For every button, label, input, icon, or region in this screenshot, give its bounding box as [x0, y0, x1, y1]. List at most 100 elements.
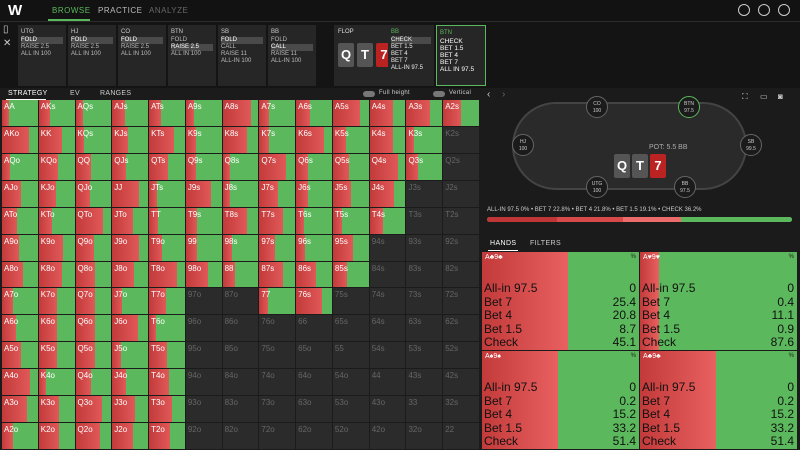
- range-cell[interactable]: 84o: [222, 369, 259, 396]
- node-option[interactable]: FOLD: [121, 37, 163, 44]
- range-cell[interactable]: A8s: [222, 100, 259, 126]
- range-cell[interactable]: 95o: [185, 342, 222, 369]
- range-cell[interactable]: A5o: [2, 342, 38, 369]
- range-cell[interactable]: Q9s: [185, 153, 222, 180]
- node-option[interactable]: ALL IN 97.5: [440, 66, 475, 73]
- range-cell[interactable]: 92o: [185, 423, 222, 449]
- range-cell[interactable]: 97o: [185, 288, 222, 315]
- range-cell[interactable]: 75s: [332, 288, 369, 315]
- range-cell[interactable]: JJ: [112, 180, 149, 207]
- range-cell[interactable]: 76s: [296, 288, 332, 315]
- hand-card[interactable]: A♥9♥% All-in 97.5 0 Bet 7 0.4 Bet 4 11.1 Bet 1.…: [640, 252, 797, 350]
- range-cell[interactable]: J4o: [112, 369, 149, 396]
- range-cell[interactable]: K7s: [259, 126, 296, 153]
- range-cell[interactable]: 44: [369, 369, 406, 396]
- range-cell[interactable]: T6o: [149, 315, 185, 342]
- range-cell[interactable]: KJs: [112, 126, 149, 153]
- range-cell[interactable]: KK: [38, 126, 75, 153]
- range-cell[interactable]: 74s: [369, 288, 406, 315]
- range-cell[interactable]: T6s: [296, 207, 332, 234]
- range-cell[interactable]: K2s: [443, 126, 479, 153]
- range-cell[interactable]: KQs: [75, 126, 112, 153]
- help-icon[interactable]: [758, 4, 770, 16]
- range-cell[interactable]: 65o: [296, 342, 332, 369]
- node-option[interactable]: ALL IN 100: [71, 51, 101, 57]
- range-cell[interactable]: T2o: [149, 423, 185, 449]
- range-cell[interactable]: T4s: [369, 207, 406, 234]
- range-cell[interactable]: A2s: [443, 100, 479, 126]
- range-cell[interactable]: A8o: [2, 261, 38, 288]
- range-cell[interactable]: T3o: [149, 396, 185, 423]
- nav-tab-analyze[interactable]: ANALYZE: [149, 6, 189, 15]
- node-option[interactable]: RAISE 2.5: [71, 44, 100, 50]
- full-height-toggle[interactable]: [363, 91, 375, 97]
- range-cell[interactable]: J9s: [185, 180, 222, 207]
- node-option[interactable]: RAISE 11: [271, 51, 297, 57]
- range-cell[interactable]: 66: [296, 315, 332, 342]
- nav-tab-browse[interactable]: BROWSE: [52, 6, 91, 15]
- range-cell[interactable]: J2o: [112, 423, 149, 449]
- range-cell[interactable]: 94o: [185, 369, 222, 396]
- range-cell[interactable]: 42o: [369, 423, 406, 449]
- range-cell[interactable]: ATo: [2, 207, 38, 234]
- range-cell[interactable]: 87o: [222, 288, 259, 315]
- node-option[interactable]: RAISE 11: [221, 51, 247, 57]
- expand-icon[interactable]: ⛶: [742, 92, 748, 101]
- node-option[interactable]: BET 1.5: [440, 45, 464, 52]
- range-cell[interactable]: T7s: [259, 207, 296, 234]
- range-cell[interactable]: Q9o: [75, 234, 112, 261]
- range-cell[interactable]: 83o: [222, 396, 259, 423]
- tab-ev[interactable]: EV: [70, 90, 80, 97]
- range-cell[interactable]: T8s: [222, 207, 259, 234]
- range-cell[interactable]: Q5s: [332, 153, 369, 180]
- node-option[interactable]: BET 1.5: [391, 44, 413, 50]
- range-cell[interactable]: 62o: [296, 423, 332, 449]
- range-cell[interactable]: A3s: [406, 100, 443, 126]
- range-cell[interactable]: A9o: [2, 234, 38, 261]
- node-option[interactable]: BET 7: [440, 59, 458, 66]
- range-cell[interactable]: AKs: [38, 100, 75, 126]
- range-cell[interactable]: AJs: [112, 100, 149, 126]
- node-option[interactable]: ALL IN 100: [121, 51, 151, 57]
- tab-ranges[interactable]: RANGES: [100, 90, 132, 97]
- range-cell[interactable]: KQo: [38, 153, 75, 180]
- node-option[interactable]: BET 4: [440, 52, 458, 59]
- range-cell[interactable]: K4o: [38, 369, 75, 396]
- range-cell[interactable]: J7o: [112, 288, 149, 315]
- range-cell[interactable]: 52o: [332, 423, 369, 449]
- range-cell[interactable]: K3s: [406, 126, 443, 153]
- range-cell[interactable]: A4o: [2, 369, 38, 396]
- range-cell[interactable]: Q8s: [222, 153, 259, 180]
- range-cell[interactable]: K4s: [369, 126, 406, 153]
- hand-card[interactable]: A♠9♠% All-in 97.5 0 Bet 7 0.2 Bet 4 15.2 Bet 1.…: [482, 351, 639, 449]
- range-cell[interactable]: QJs: [112, 153, 149, 180]
- range-cell[interactable]: 82o: [222, 423, 259, 449]
- range-cell[interactable]: Q8o: [75, 261, 112, 288]
- node-option[interactable]: RAISE 2.5: [21, 44, 50, 50]
- range-cell[interactable]: A4s: [369, 100, 406, 126]
- range-cell[interactable]: 64s: [369, 315, 406, 342]
- tab-filters[interactable]: FILTERS: [530, 240, 562, 247]
- range-cell[interactable]: 98o: [185, 261, 222, 288]
- range-cell[interactable]: Q2s: [443, 153, 479, 180]
- range-cell[interactable]: A7s: [259, 100, 296, 126]
- range-cell[interactable]: Q2o: [75, 423, 112, 449]
- range-cell[interactable]: JTo: [112, 207, 149, 234]
- node-option[interactable]: FOLD: [271, 37, 288, 43]
- range-cell[interactable]: 55: [332, 342, 369, 369]
- range-cell[interactable]: 99: [185, 234, 222, 261]
- range-cell[interactable]: 53s: [406, 342, 443, 369]
- range-cell[interactable]: T5o: [149, 342, 185, 369]
- range-cell[interactable]: QQ: [75, 153, 112, 180]
- node-option[interactable]: RAISE 2.5: [171, 44, 213, 51]
- range-cell[interactable]: 86o: [222, 315, 259, 342]
- range-cell[interactable]: 83s: [406, 261, 443, 288]
- prev-arrow-icon[interactable]: ‹: [487, 89, 491, 100]
- range-cell[interactable]: T3s: [406, 207, 443, 234]
- range-cell[interactable]: Q7o: [75, 288, 112, 315]
- range-cell[interactable]: J3o: [112, 396, 149, 423]
- range-cell[interactable]: TT: [149, 207, 185, 234]
- range-cell[interactable]: K5s: [332, 126, 369, 153]
- bookmark-icon[interactable]: ▯: [3, 24, 9, 35]
- range-cell[interactable]: K7o: [38, 288, 75, 315]
